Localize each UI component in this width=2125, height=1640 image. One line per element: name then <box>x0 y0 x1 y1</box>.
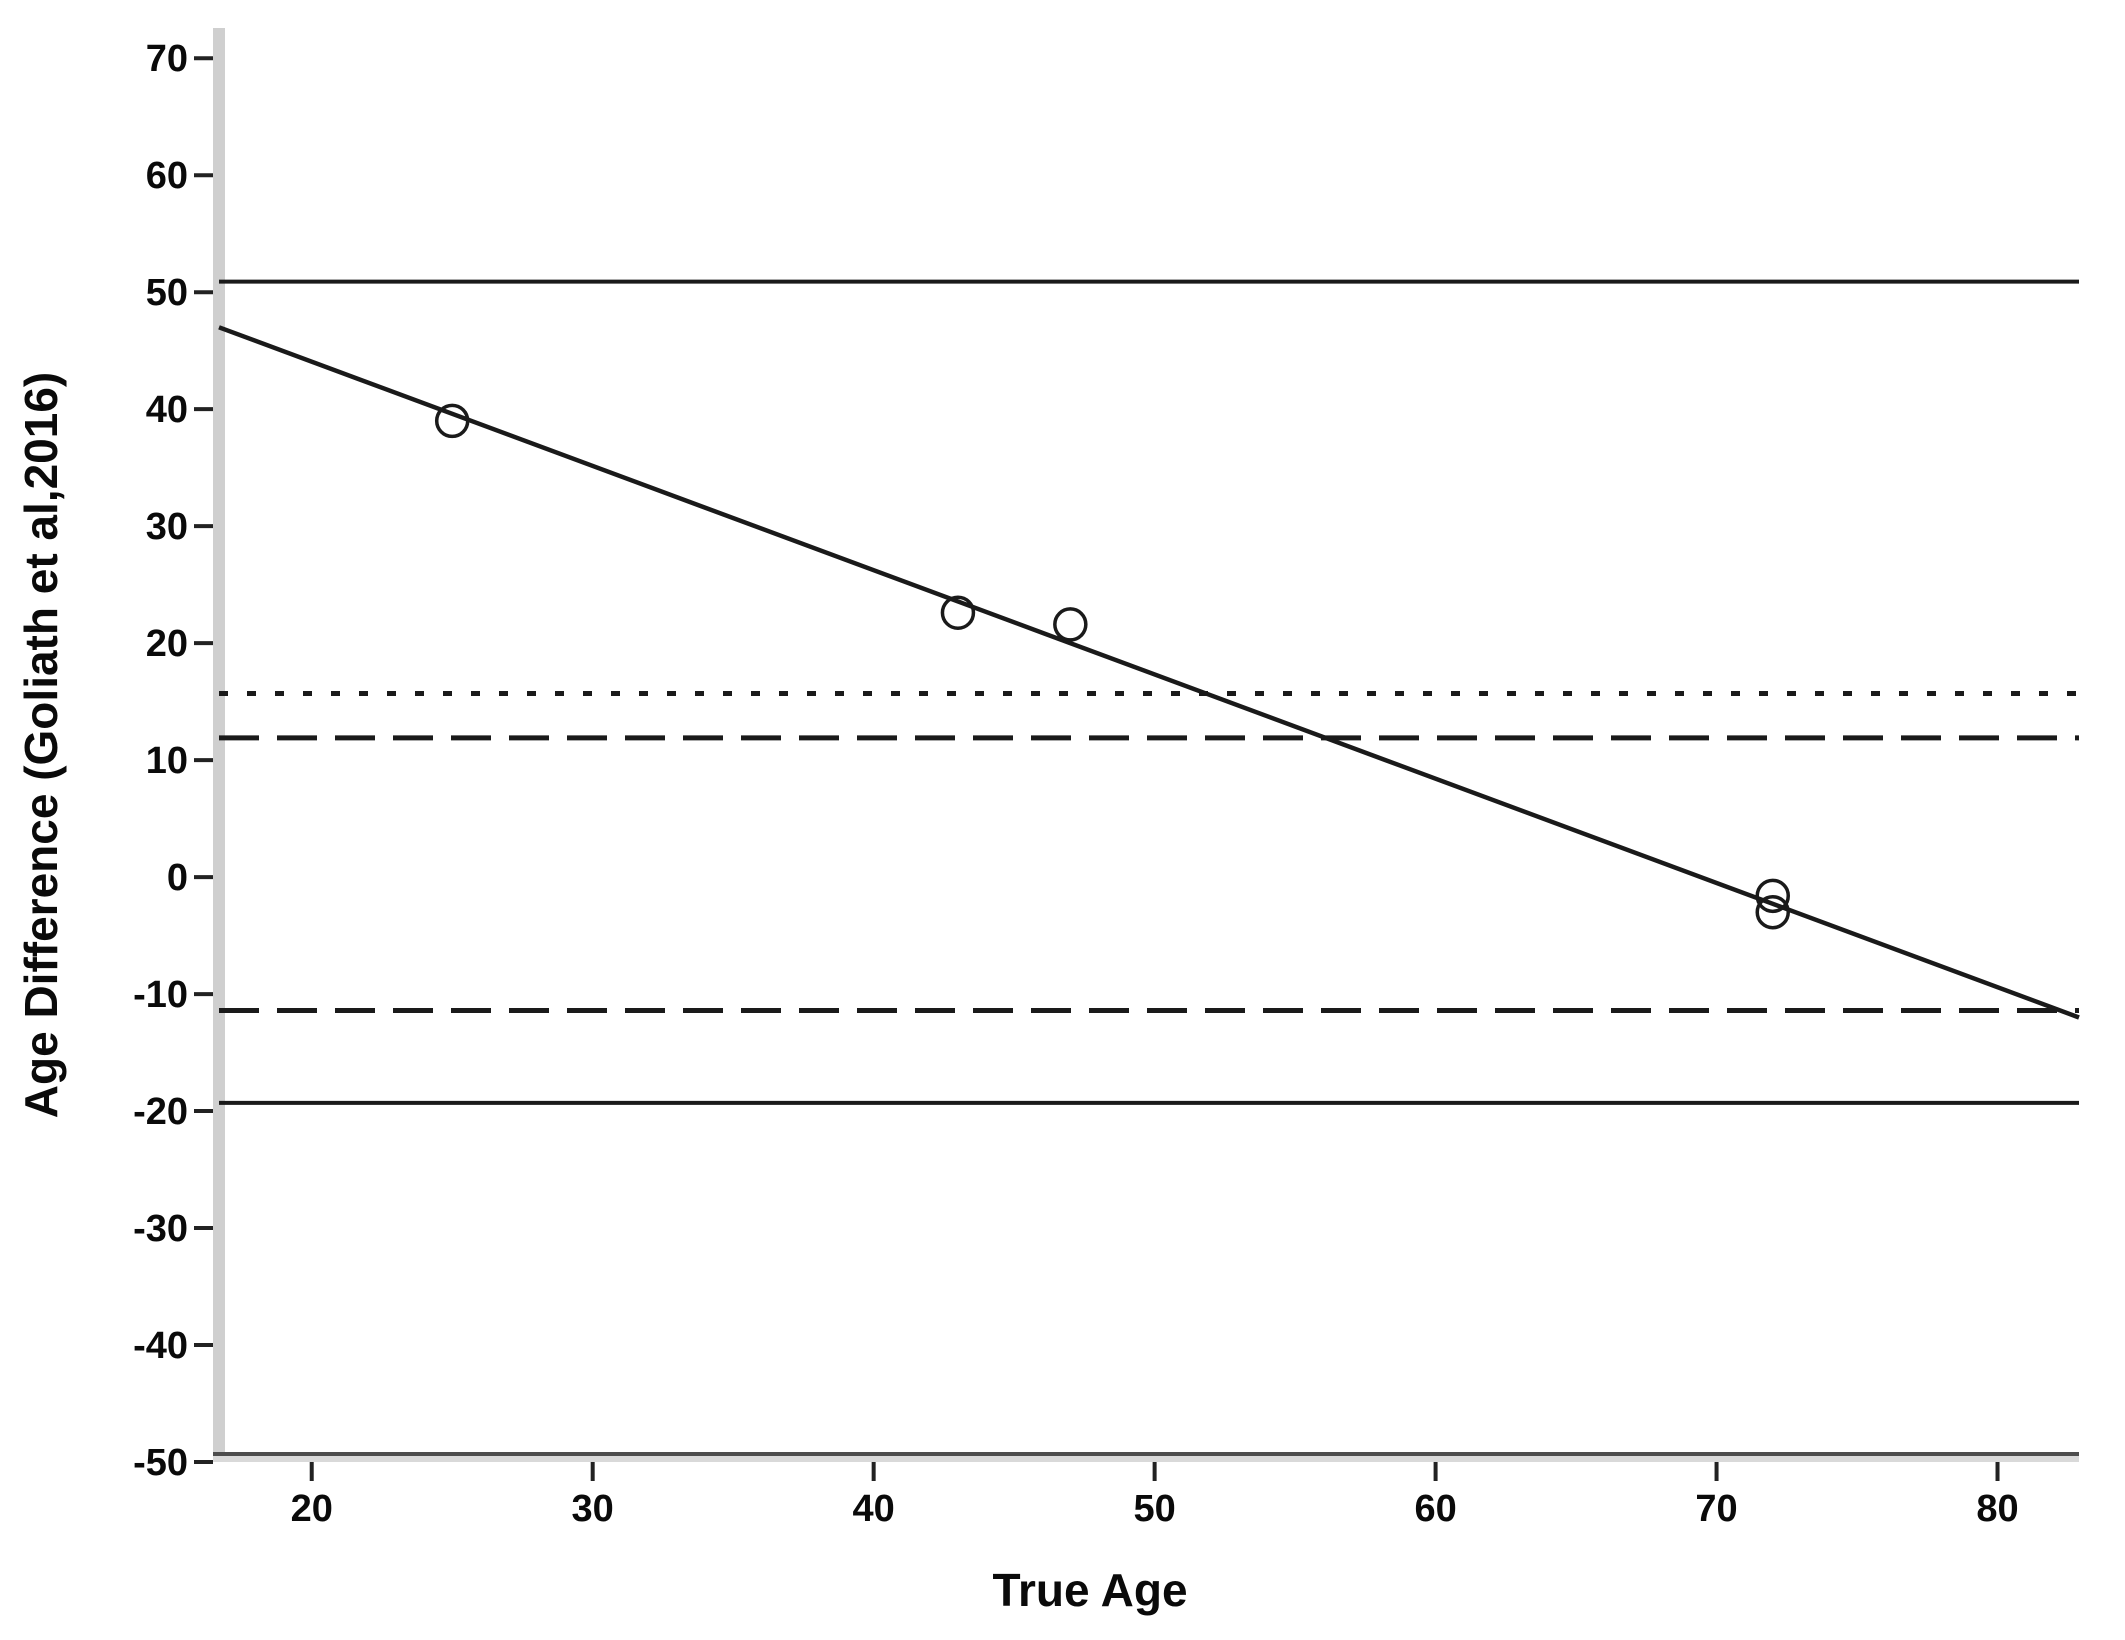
y-tick-label: 60 <box>146 155 188 197</box>
regression-line <box>218 325 2080 1020</box>
y-tick-label: 20 <box>146 623 188 665</box>
y-tick-label: -20 <box>133 1091 188 1133</box>
data-point <box>1053 607 1088 642</box>
y-tick-label: 50 <box>146 272 188 314</box>
x-axis <box>213 1456 2079 1462</box>
data-point <box>1755 878 1790 914</box>
x-tick-label: 80 <box>1976 1488 2018 1530</box>
x-tick-label: 40 <box>853 1488 895 1530</box>
y-tick-label: 0 <box>167 857 188 899</box>
y-tick-label: -50 <box>133 1442 188 1484</box>
y-tick-label: 10 <box>146 740 188 782</box>
y-tick-label: 30 <box>146 506 188 548</box>
y-tick-label: 70 <box>146 38 188 80</box>
data-point <box>940 595 976 630</box>
x-tick-label: 20 <box>291 1488 333 1530</box>
y-tick-label: 40 <box>146 389 188 431</box>
y-tick-label: -30 <box>133 1208 188 1250</box>
y-tick-label: -10 <box>133 974 188 1016</box>
data-point <box>1755 894 1790 930</box>
x-tick-label: 60 <box>1414 1488 1456 1530</box>
y-axis <box>213 28 225 1462</box>
x-axis-title: True Age <box>992 1564 1187 1616</box>
x-tick-label: 30 <box>572 1488 614 1530</box>
x-tick-label: 70 <box>1695 1488 1737 1530</box>
y-axis-title: Age Difference (Goliath et al,2016) <box>15 372 67 1118</box>
x-tick-label: 50 <box>1133 1488 1175 1530</box>
data-point <box>434 403 470 439</box>
y-tick-label: -40 <box>133 1325 188 1367</box>
x-axis-edge <box>213 1452 2079 1456</box>
